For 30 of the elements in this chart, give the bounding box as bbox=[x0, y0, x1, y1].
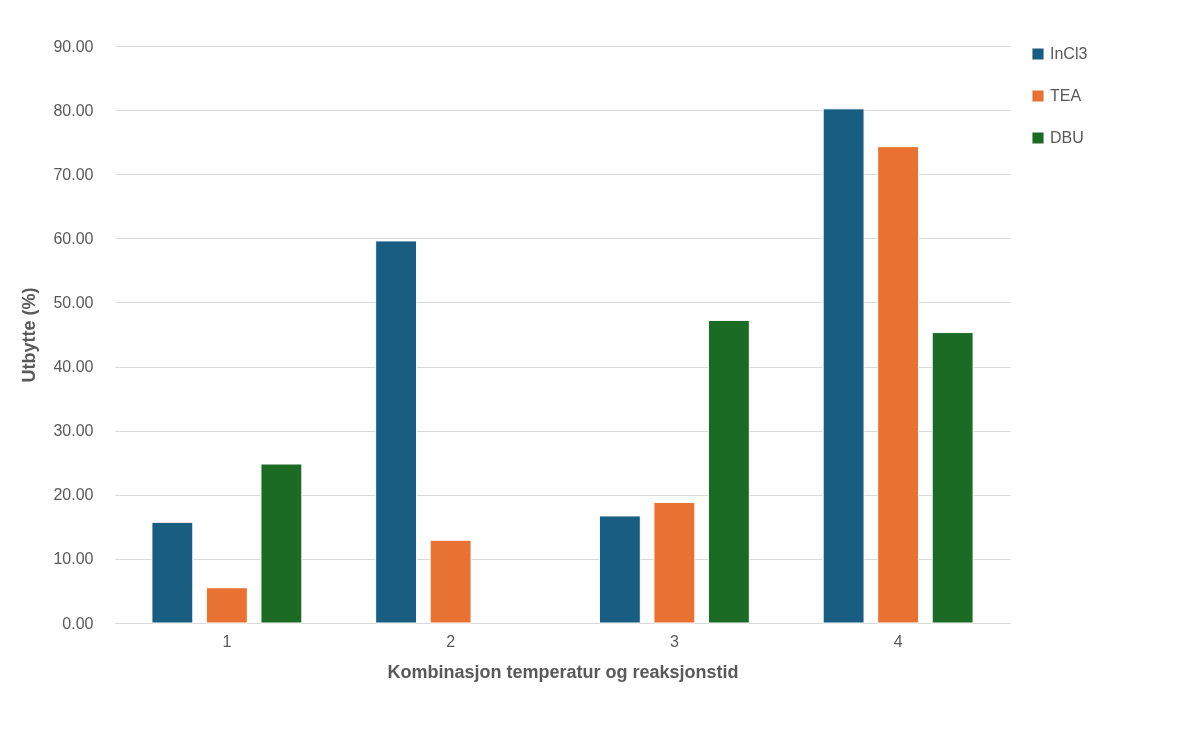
bar bbox=[931, 332, 974, 624]
x-tick-label: 2 bbox=[446, 632, 456, 650]
y-tick-label: 70.00 bbox=[53, 165, 94, 183]
y-tick-label: 30.00 bbox=[53, 422, 94, 440]
bar bbox=[260, 463, 303, 624]
bar bbox=[151, 521, 194, 624]
y-tick-label: 20.00 bbox=[53, 486, 94, 504]
legend-label: DBU bbox=[1050, 129, 1084, 146]
y-tick-label: 80.00 bbox=[53, 101, 94, 119]
y-tick-label: 40.00 bbox=[53, 358, 94, 376]
bar bbox=[598, 515, 641, 624]
y-axis-title: Utbytte (%) bbox=[19, 287, 40, 383]
bar bbox=[429, 539, 472, 624]
y-tick-label: 10.00 bbox=[53, 550, 94, 568]
x-tick-label: 3 bbox=[669, 632, 679, 650]
bar bbox=[653, 501, 696, 624]
bar bbox=[205, 587, 248, 624]
bar bbox=[877, 146, 920, 624]
bar bbox=[707, 319, 750, 624]
legend-label: TEA bbox=[1050, 87, 1082, 104]
x-axis-title: Kombinasjon temperatur og reaksjonstid bbox=[387, 661, 739, 682]
y-tick-label: 90.00 bbox=[53, 37, 94, 55]
y-tick-label: 50.00 bbox=[53, 293, 94, 311]
legend-label: InCl3 bbox=[1050, 45, 1088, 62]
bar bbox=[375, 240, 418, 624]
y-tick-label: 60.00 bbox=[53, 229, 94, 247]
x-tick-label: 1 bbox=[222, 632, 232, 650]
bar bbox=[822, 108, 865, 624]
y-tick-label: 0.00 bbox=[62, 614, 94, 632]
x-tick-label: 4 bbox=[893, 632, 903, 650]
